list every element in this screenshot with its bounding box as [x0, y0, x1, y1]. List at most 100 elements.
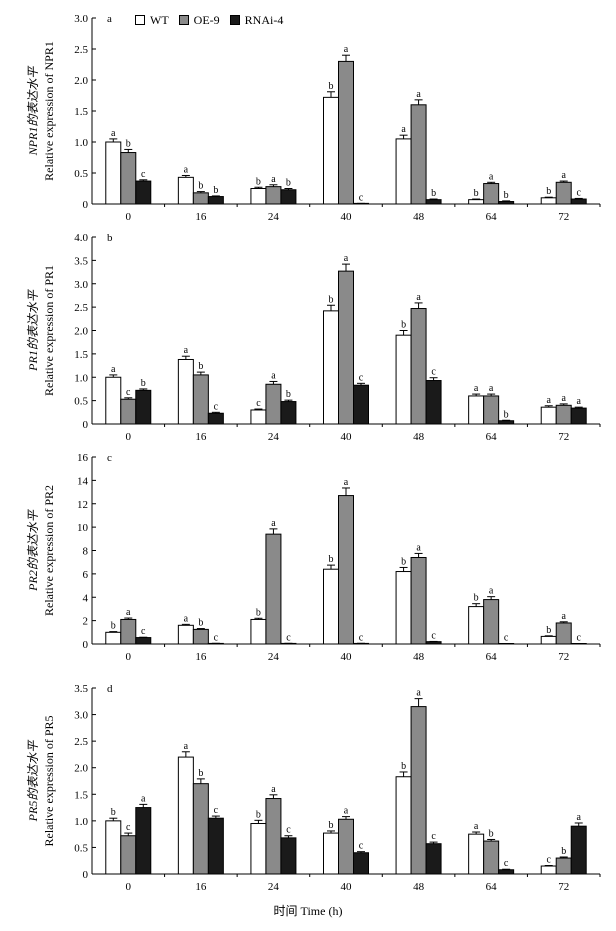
significance-letter: b — [561, 846, 566, 857]
bar — [570, 407, 587, 425]
significance-letter: c — [359, 372, 364, 383]
significance-letter: a — [344, 44, 349, 55]
bar — [177, 624, 194, 645]
significance-letter: c — [546, 854, 551, 865]
significance-letter: b — [329, 554, 334, 565]
x-tick-label: 0 — [126, 431, 132, 443]
bar — [425, 380, 442, 425]
significance-letter: b — [329, 81, 334, 92]
bar — [323, 568, 339, 645]
legend-label: OE-9 — [193, 12, 220, 27]
y-tick-label: 3.0 — [74, 279, 88, 291]
legend: WT OE-9 RNAi-4 — [135, 10, 293, 30]
bar — [425, 843, 442, 875]
bar — [135, 637, 152, 645]
bar — [135, 807, 152, 875]
bar — [353, 384, 369, 425]
significance-letter: a — [111, 364, 116, 375]
significance-letter: a — [271, 174, 276, 185]
y-tick-label: 4.0 — [74, 232, 88, 244]
significance-letter: a — [489, 586, 494, 597]
y-axis-title-cn: PR5的表达水平 — [26, 739, 40, 823]
y-tick-label: 2.5 — [74, 736, 88, 748]
bar — [207, 412, 224, 425]
y-axis-title-en: Relative expression of PR2 — [42, 485, 56, 616]
significance-letter: a — [271, 784, 276, 795]
significance-letter: b — [198, 618, 203, 629]
x-tick-label: 64 — [486, 211, 498, 223]
x-tick-label: 72 — [558, 651, 569, 663]
bar — [468, 833, 485, 875]
bar — [540, 197, 557, 205]
significance-letter: c — [141, 626, 146, 637]
bar — [323, 310, 339, 425]
significance-letter: c — [504, 858, 509, 869]
significance-letter: b — [329, 294, 334, 305]
bar — [570, 198, 587, 205]
y-tick-label: 0.5 — [74, 396, 88, 408]
y-tick-label: 3.0 — [74, 13, 88, 25]
bar — [555, 857, 572, 875]
significance-letter: a — [271, 370, 276, 381]
significance-letter: b — [504, 190, 509, 201]
significance-letter: b — [126, 138, 131, 149]
significance-letter: a — [126, 607, 131, 618]
significance-letter: c — [359, 192, 364, 203]
bar — [265, 383, 282, 425]
significance-letter: a — [344, 253, 349, 264]
significance-letter: a — [184, 741, 189, 752]
y-tick-label: 2.0 — [74, 75, 88, 87]
x-tick-label: 16 — [195, 211, 207, 223]
bar — [120, 835, 137, 875]
y-tick-label: 1.5 — [74, 106, 88, 118]
legend-entry: RNAi-4 — [229, 13, 283, 28]
bar — [395, 776, 412, 875]
bar — [105, 631, 122, 645]
y-tick-label: 2.5 — [74, 302, 88, 314]
bar — [105, 376, 122, 425]
panel-label: a — [107, 13, 112, 25]
x-tick-label: 64 — [486, 651, 498, 663]
y-tick-label: 12 — [77, 499, 88, 511]
x-tick-label: 72 — [558, 211, 569, 223]
bar — [555, 404, 572, 425]
bar — [192, 628, 209, 645]
y-axis-title-en: Relative expression of PR1 — [42, 265, 56, 396]
y-tick-label: 0 — [83, 639, 89, 651]
bar — [410, 104, 427, 205]
significance-letter: a — [561, 611, 566, 622]
significance-letter: a — [184, 164, 189, 175]
panel-label: b — [107, 232, 113, 244]
y-axis-title-cn: PR2的表达水平 — [26, 508, 40, 592]
y-axis-title-cn: PR1的表达水平 — [26, 288, 40, 372]
x-tick-label: 40 — [341, 651, 353, 663]
bar — [280, 401, 297, 425]
bar — [177, 176, 194, 205]
legend-entry: OE-9 — [178, 12, 220, 28]
bar — [483, 395, 500, 425]
significance-letter: a — [184, 345, 189, 356]
significance-letter: a — [344, 477, 349, 488]
bar — [498, 420, 515, 425]
bar — [265, 186, 282, 205]
panel-label: c — [107, 452, 112, 464]
significance-letter: c — [431, 367, 436, 378]
x-tick-label: 40 — [341, 881, 353, 893]
significance-letter: b — [401, 761, 406, 772]
significance-letter: c — [214, 805, 219, 816]
legend-swatch — [135, 15, 145, 25]
legend-entry: WT — [135, 13, 169, 28]
legend-label: WT — [150, 12, 169, 27]
y-tick-label: 3.0 — [74, 710, 88, 722]
bar — [280, 837, 297, 875]
significance-letter: b — [546, 625, 551, 636]
significance-letter: b — [256, 607, 261, 618]
significance-letter: c — [126, 387, 131, 398]
significance-letter: b — [546, 186, 551, 197]
x-tick-label: 48 — [413, 651, 425, 663]
x-tick-label: 16 — [195, 651, 207, 663]
significance-letter: c — [431, 630, 436, 641]
significance-letter: b — [198, 361, 203, 372]
bar — [468, 606, 485, 645]
